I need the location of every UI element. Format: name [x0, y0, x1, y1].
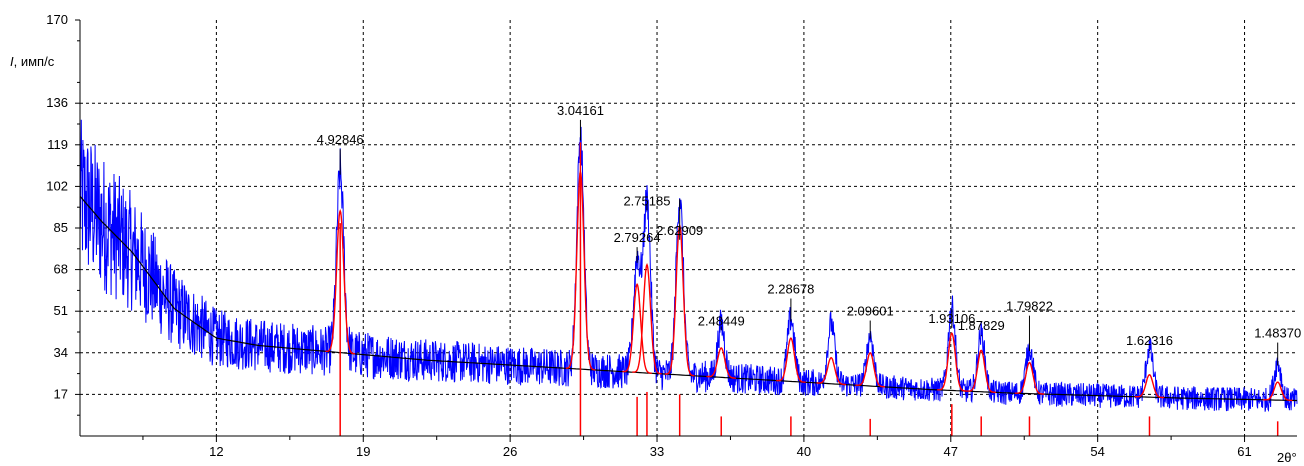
peak-label: 1.48370: [1254, 326, 1301, 341]
peak-label: 2.48449: [698, 313, 745, 328]
y-tick-label: 102: [46, 178, 68, 193]
peak-label: 3.04161: [557, 103, 604, 118]
y-tick-label: 68: [54, 262, 68, 277]
y-tick-label: 119: [47, 137, 68, 152]
x-tick-label: 33: [650, 444, 664, 459]
y-tick-label: 136: [46, 95, 68, 110]
peak-label: 2.09601: [847, 304, 894, 319]
fit-peak: [776, 337, 806, 383]
peak-label: 1.62316: [1126, 333, 1173, 348]
x-tick-label: 61: [1237, 444, 1251, 459]
fit-peak: [1263, 381, 1293, 402]
background-curve: [79, 195, 1297, 402]
fit-peak: [937, 332, 967, 392]
stick-lines: [339, 142, 1279, 436]
peak-label: 2.62909: [656, 223, 703, 238]
peak-label: 1.79822: [1006, 299, 1053, 314]
fit-peak: [855, 351, 886, 388]
y-tick-label: 17: [54, 386, 68, 401]
x-tick-label: 26: [503, 444, 517, 459]
x-tick-label: 54: [1090, 444, 1104, 459]
y-tick-label: 170: [46, 12, 68, 27]
y-axis-label: I, имп/с: [10, 54, 55, 69]
y-axis-label-italic: I: [10, 54, 14, 69]
x-axis-label: 2θ°: [1277, 450, 1297, 465]
fit-peak: [1134, 374, 1165, 399]
peak-label: 2.28678: [767, 282, 814, 297]
axes: 17 34 51 68 85 102 119 136 170 12 19 26 33 40 47 54 61: [46, 12, 1297, 459]
peak-label: 1.93106: [928, 311, 975, 326]
fit-peak: [966, 349, 996, 394]
fit-peak: [816, 356, 846, 386]
fit-peak: [622, 282, 652, 374]
peak-labels: 4.92846 3.04161 2.79264 2.75185 2.62909 2.484…: [317, 103, 1301, 366]
measured-series: [79, 119, 1298, 412]
peak-label: 2.75185: [623, 193, 670, 208]
y-tick-label: 34: [54, 345, 68, 360]
y-axis-label-unit: , имп/с: [14, 54, 55, 69]
fit-peak: [632, 262, 662, 375]
fit-peak: [325, 208, 356, 355]
fit-peak: [1014, 361, 1045, 395]
y-tick-label: 85: [54, 220, 68, 235]
fit-peak: [706, 347, 736, 379]
measured-line: [79, 119, 1298, 412]
x-tick-label: 19: [356, 444, 370, 459]
peak-label: 1.87829: [958, 318, 1005, 333]
y-tick-label: 51: [54, 303, 68, 318]
x-tick-label: 40: [797, 444, 811, 459]
x-tick-label: 12: [209, 444, 223, 459]
fit-series: [325, 169, 1293, 402]
x-tick-label: 47: [944, 444, 958, 459]
background-curve-layer: [79, 195, 1297, 402]
peak-label: 4.92846: [317, 132, 364, 147]
peak-label: 2.79264: [614, 230, 661, 245]
